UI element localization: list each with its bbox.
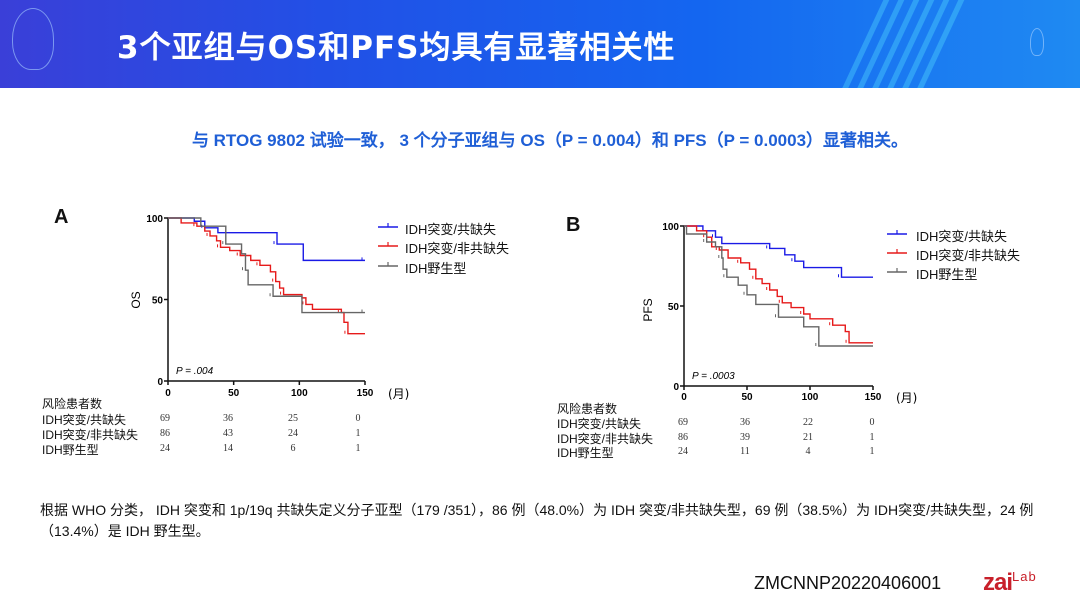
risk-count: 21: [803, 432, 813, 443]
legend-label: IDH突变/共缺失: [405, 222, 497, 237]
risk-table-title: 风险患者数: [557, 402, 618, 416]
km-curve-1: [168, 217, 365, 262]
legend-label: IDH突变/非共缺失: [916, 248, 1021, 263]
p-value: P = .004: [176, 366, 214, 377]
risk-row-label: IDH突变/共缺失: [557, 417, 642, 431]
risk-count: 24: [288, 428, 298, 439]
risk-table-title: 风险患者数: [42, 397, 103, 411]
y-tick-label: 0: [673, 382, 679, 393]
x-tick-label: 0: [681, 392, 687, 403]
risk-count: 1: [869, 432, 875, 443]
panel-label-a: A: [54, 206, 69, 228]
zailab-logo: zaiLab: [983, 569, 1037, 596]
risk-count: 25: [288, 413, 298, 424]
risk-count: 1: [355, 428, 361, 439]
risk-count: 6: [290, 443, 296, 454]
km-curve-1: [684, 225, 873, 278]
risk-row-label: IDH野生型: [557, 446, 614, 460]
ear-icon: [1030, 28, 1044, 56]
legend-label: IDH野生型: [916, 267, 978, 282]
y-axis-label: PFS: [641, 298, 655, 321]
risk-row-label: IDH野生型: [42, 443, 99, 457]
risk-row-label: IDH突变/共缺失: [42, 413, 127, 427]
risk-count: 86: [160, 428, 170, 439]
legend-label: IDH野生型: [405, 261, 467, 276]
slide-title: 3个亚组与OS和PFS均具有显著相关性: [117, 30, 676, 66]
risk-count: 24: [678, 446, 688, 457]
y-axis-label: OS: [129, 291, 143, 308]
risk-count: 69: [678, 417, 688, 428]
header-banner: 3个亚组与OS和PFS均具有显著相关性: [0, 0, 1080, 88]
x-tick-label: 150: [357, 388, 374, 399]
risk-count: 36: [740, 417, 750, 428]
y-tick-label: 100: [146, 214, 163, 225]
legend-label: IDH突变/非共缺失: [405, 241, 510, 256]
p-value: P = .0003: [692, 371, 735, 382]
x-axis-unit: (月): [388, 387, 409, 401]
x-tick-label: 100: [291, 388, 308, 399]
x-tick-label: 150: [865, 392, 882, 403]
panel-label-b: B: [566, 214, 581, 236]
x-tick-label: 50: [741, 392, 753, 403]
y-tick-label: 50: [668, 302, 680, 313]
footnote: 根据 WHO 分类， IDH 突变和 1p/19q 共缺失定义分子亚型（179 …: [40, 502, 1034, 539]
risk-count: 43: [223, 428, 233, 439]
risk-count: 22: [803, 417, 813, 428]
risk-count: 1: [355, 443, 361, 454]
x-axis-unit: (月): [896, 391, 917, 405]
y-tick-label: 100: [662, 222, 679, 233]
risk-count: 1: [869, 446, 875, 457]
risk-count: 69: [160, 413, 170, 424]
risk-count: 24: [160, 443, 170, 454]
x-tick-label: 0: [165, 388, 171, 399]
risk-count: 14: [223, 443, 233, 454]
risk-count: 0: [355, 413, 361, 424]
y-tick-label: 50: [152, 296, 164, 307]
risk-count: 86: [678, 432, 688, 443]
x-tick-label: 50: [228, 388, 240, 399]
risk-count: 0: [869, 417, 875, 428]
brain-icon: [12, 8, 54, 70]
risk-count: 39: [740, 432, 750, 443]
km-curve-2: [684, 225, 873, 344]
legend-label: IDH突变/共缺失: [916, 229, 1008, 244]
risk-count: 36: [223, 413, 233, 424]
risk-row-label: IDH突变/非共缺失: [42, 428, 139, 442]
y-tick-label: 0: [157, 377, 163, 388]
risk-count: 4: [805, 446, 811, 457]
risk-row-label: IDH突变/非共缺失: [557, 432, 654, 446]
km-curve-3: [168, 217, 365, 314]
risk-count: 11: [740, 446, 750, 457]
document-code: ZMCNNP20220406001: [754, 573, 942, 593]
km-curve-2: [168, 217, 365, 335]
km-curve-3: [684, 225, 873, 347]
x-tick-label: 100: [802, 392, 819, 403]
slide-subtitle: 与 RTOG 9802 试验一致， 3 个分子亚组与 OS（P = 0.004）…: [191, 131, 909, 150]
